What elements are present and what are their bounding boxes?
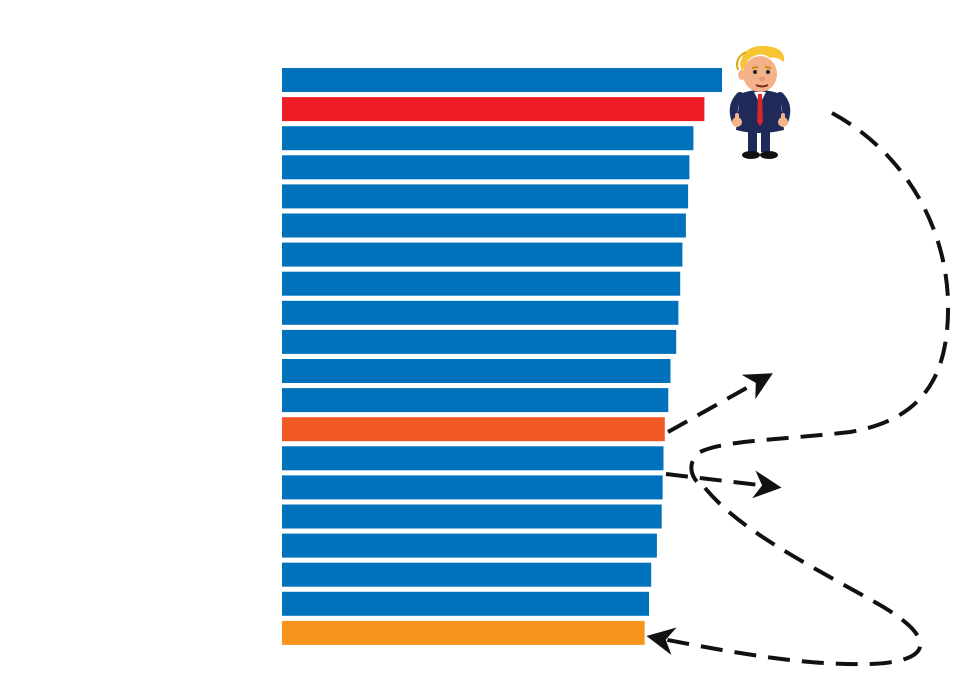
bar-19 [282,591,649,616]
bar-15 [282,475,663,500]
annotation-arrows [646,111,951,667]
bar-5 [282,184,689,209]
bar-11 [282,359,671,383]
trump-cartoon-icon [729,45,791,159]
arrow-big-loop-top [689,111,951,490]
bar-10 [282,329,677,354]
bar-4 [282,155,690,180]
bar-8 [282,271,681,296]
bar-2 [282,97,705,122]
bar-7 [282,242,683,267]
bar-20 [282,620,645,645]
bar-17 [282,533,657,558]
arrow-right [665,470,782,499]
bar-18 [282,562,652,587]
bar-6 [282,213,686,238]
bar-16 [282,504,662,529]
arrow-big-loop-bottom [646,486,923,667]
arrow-up-right [667,373,773,434]
bar-12 [282,388,669,413]
bars-group [282,68,722,645]
bar-14 [282,446,664,471]
bar-13 [282,417,665,442]
bar-3 [282,126,694,151]
bar-9 [282,300,679,325]
bar-1 [282,68,722,92]
